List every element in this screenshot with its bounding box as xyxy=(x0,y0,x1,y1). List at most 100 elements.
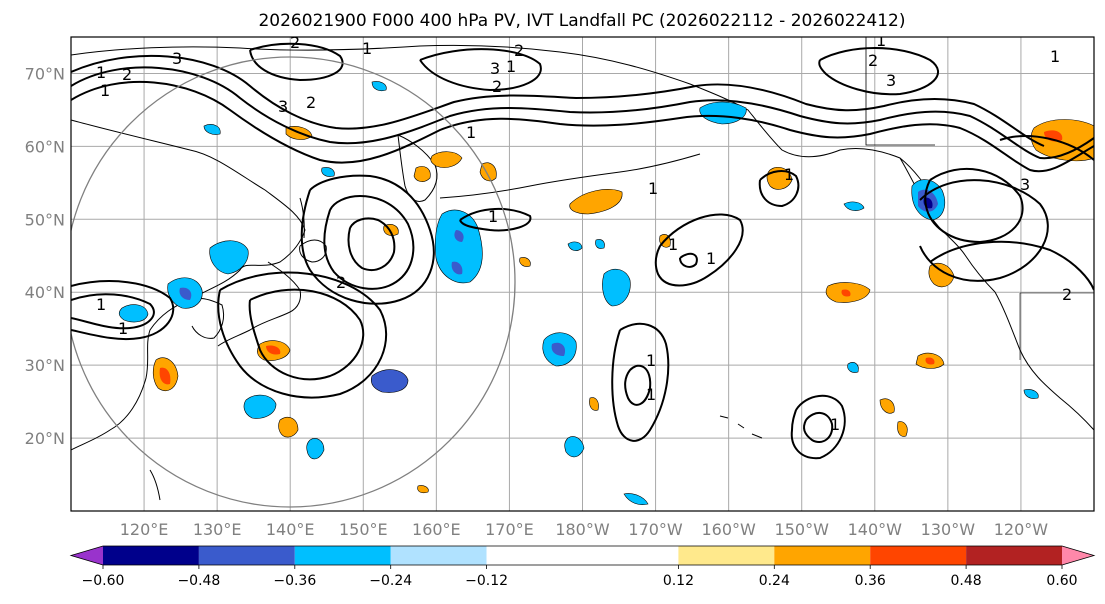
contour-line-subtropical-1 xyxy=(611,322,670,442)
pv-blob-negative-south-japan xyxy=(243,394,277,419)
region-circle xyxy=(71,56,516,508)
ivt-contours xyxy=(71,42,1094,460)
contour-line-cyclone-outer xyxy=(300,174,435,305)
contour-label: 1 xyxy=(830,415,840,434)
longitude-label: 160°W xyxy=(701,520,756,539)
longitude-label: 130°W xyxy=(921,520,976,539)
contour-line-cyclone-inner xyxy=(347,217,396,271)
colorbar-segment xyxy=(486,546,679,565)
colorbar-tick-label: 0.48 xyxy=(951,573,982,589)
coastline-philippines xyxy=(149,469,161,501)
coastline-korea xyxy=(189,297,225,339)
pv-blob-negative-small-5 xyxy=(623,493,649,505)
colorbar-segment xyxy=(870,546,967,565)
contour-label: 1 xyxy=(362,39,372,58)
colorbar-tick-label: 0.60 xyxy=(1046,573,1077,589)
colorbar-segment xyxy=(678,546,775,565)
coastline-japan-hokkaido xyxy=(299,239,327,263)
coastline-aleutians xyxy=(439,153,701,199)
pv-blob-negative-small-10 xyxy=(1023,389,1039,399)
colorbar-tick-label: −0.60 xyxy=(82,573,125,589)
longitude-labels: 120°E 130°E 140°E 150°E 160°E 170°E 180°W 170°W… xyxy=(120,520,1049,539)
contour-line-siberia xyxy=(249,42,344,82)
colorbar-extend-min xyxy=(71,546,103,565)
longitude-label: 150°W xyxy=(775,520,830,539)
map-panel: 3 2 1 1 3 2 1 2 2 1 3 2 1 1 2 3 1 1 1 2 xyxy=(25,31,1095,539)
contour-label: 1 xyxy=(646,385,656,404)
colorbar-tick-label: −0.36 xyxy=(273,573,316,589)
pv-blob-negative-pacific-west-core xyxy=(551,342,566,356)
colorbar-tick-label: 0.12 xyxy=(663,573,694,589)
contour-line-east-siberia xyxy=(419,48,542,92)
contour-line-jet-1 xyxy=(71,80,1094,173)
colorbar-segment xyxy=(390,546,487,565)
contour-labels: 3 2 1 1 3 2 1 2 2 1 3 2 1 1 2 3 1 1 1 2 xyxy=(96,31,1072,434)
contour-label: 1 xyxy=(784,165,794,184)
pv-blob-positive-small-7 xyxy=(589,397,599,411)
coastline-us-west xyxy=(994,291,1094,431)
coastline-russia-arctic xyxy=(71,44,561,56)
contour-label: 2 xyxy=(514,41,524,60)
pv-blob-positive-east-mid-core xyxy=(925,357,935,365)
longitude-label: 120°W xyxy=(994,520,1049,539)
longitude-label: 170°E xyxy=(485,520,534,539)
colorbar-tick-label: −0.24 xyxy=(369,573,412,589)
pv-blob-positive-kamchatka-2 xyxy=(413,166,431,182)
latitude-label: 30°N xyxy=(25,356,65,375)
pv-blob-negative-yellow-sea xyxy=(118,304,149,323)
pv-blob-negative-small-6 xyxy=(306,438,325,460)
pv-blob-positive-small-5 xyxy=(879,398,895,414)
pv-blob-negative-kuril-core2 xyxy=(454,230,464,242)
contour-label: 3 xyxy=(1020,175,1030,194)
longitude-label: 150°E xyxy=(339,520,388,539)
colorbar-tick-label: 0.24 xyxy=(759,573,790,589)
longitude-label: 160°E xyxy=(412,520,461,539)
latitude-label: 40°N xyxy=(25,283,65,302)
latitude-label: 60°N xyxy=(25,137,65,156)
contour-label: 2 xyxy=(290,33,300,52)
contour-line-korea-1 xyxy=(71,293,155,330)
contour-label: 2 xyxy=(492,77,502,96)
contour-line-cyclone-mid xyxy=(323,194,415,290)
pv-blob-negative-japan xyxy=(209,240,249,275)
map-frame xyxy=(70,36,1095,512)
contour-line-jet-2 xyxy=(71,66,1094,160)
contour-label: 3 xyxy=(886,71,896,90)
longitude-label: 170°W xyxy=(628,520,683,539)
contour-line-okhotsk xyxy=(459,207,532,232)
longitude-label: 120°E xyxy=(120,520,169,539)
contour-label: 1 xyxy=(876,31,886,50)
contour-line-gulf-alaska-2 xyxy=(919,179,1049,282)
latitude-label: 50°N xyxy=(25,210,65,229)
pv-blob-positive-northeast xyxy=(928,263,955,288)
contour-line-west-pacific-1 xyxy=(248,288,365,381)
contour-label: 2 xyxy=(868,51,878,70)
colorbar-segment xyxy=(774,546,871,565)
contour-label: 1 xyxy=(100,81,110,100)
contour-label: 3 xyxy=(490,59,500,78)
longitude-label: 130°E xyxy=(193,520,242,539)
contour-label: 1 xyxy=(96,63,106,82)
contour-line-bering-north xyxy=(818,47,939,96)
contour-label: 1 xyxy=(466,123,476,142)
pv-blob-negative-korea-core xyxy=(179,287,192,300)
pv-blob-negative-east-china xyxy=(371,369,409,393)
graticule xyxy=(71,37,1094,511)
contour-label: 3 xyxy=(172,49,182,68)
pv-blob-negative-central xyxy=(602,268,631,307)
contour-label: 1 xyxy=(118,319,128,338)
colorbar-segment xyxy=(198,546,295,565)
pv-blob-positive-small-1 xyxy=(278,417,299,438)
pv-blob-positive-kamchatka xyxy=(430,151,463,168)
pv-blob-negative-small-1 xyxy=(567,241,583,251)
coastline-japan-honshu xyxy=(217,261,301,347)
pv-blob-positive-mid-pacific-core xyxy=(841,289,851,297)
pv-blob-negative-small-7 xyxy=(371,81,387,92)
contour-label: 2 xyxy=(306,93,316,112)
colorbar-segment xyxy=(294,546,391,565)
contour-line-subtropical-2 xyxy=(624,364,652,406)
coastline-hawaii xyxy=(719,415,763,439)
contour-line-central-1 xyxy=(654,213,744,287)
contour-line-subtropical-east-2 xyxy=(803,412,834,443)
